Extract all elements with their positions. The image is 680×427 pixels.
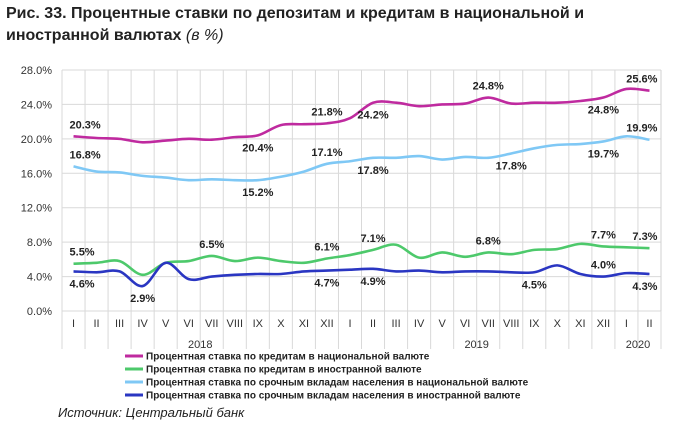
x-tick-label: II bbox=[370, 318, 376, 330]
y-tick-label: 24.0% bbox=[21, 99, 52, 111]
chart-title: Рис. 33. Процентные ставки по депозитам … bbox=[6, 3, 676, 47]
x-tick-label: IV bbox=[414, 318, 425, 330]
data-label: 4.6% bbox=[70, 278, 95, 290]
x-tick-label: X bbox=[277, 318, 285, 330]
x-tick-label: V bbox=[162, 318, 170, 330]
x-tick-label: VII bbox=[481, 318, 494, 330]
data-label: 6.8% bbox=[476, 235, 501, 247]
x-tick-label: XI bbox=[299, 318, 309, 330]
title-suffix: (в %) bbox=[185, 27, 224, 44]
data-label: 4.0% bbox=[591, 260, 616, 272]
x-tick-label: III bbox=[391, 318, 400, 330]
y-tick-label: 12.0% bbox=[21, 203, 52, 215]
x-tick-label: IV bbox=[137, 318, 148, 330]
data-label: 2.9% bbox=[130, 293, 155, 305]
x-tick-label: XI bbox=[575, 318, 585, 330]
year-label: 2019 bbox=[464, 339, 488, 351]
data-label: 24.8% bbox=[473, 81, 504, 93]
data-label: 17.1% bbox=[311, 147, 342, 159]
data-label: 19.9% bbox=[626, 123, 657, 135]
data-label: 25.6% bbox=[626, 74, 657, 86]
data-label: 4.3% bbox=[632, 281, 657, 293]
y-tick-label: 16.0% bbox=[21, 168, 52, 180]
x-tick-label: VIII bbox=[227, 318, 244, 330]
legend-label: Процентная ставка по срочным вкладам нас… bbox=[146, 378, 529, 389]
y-tick-label: 0.0% bbox=[27, 306, 52, 318]
data-label: 16.8% bbox=[70, 149, 101, 161]
data-label: 17.8% bbox=[357, 165, 388, 177]
data-label: 24.8% bbox=[588, 105, 619, 117]
data-label: 4.5% bbox=[522, 279, 547, 291]
legend-label: Процентная ставка по кредитам в национал… bbox=[146, 352, 430, 363]
data-label: 6.1% bbox=[314, 241, 339, 253]
x-tick-label: III bbox=[115, 318, 124, 330]
data-label: 6.5% bbox=[199, 239, 224, 251]
x-tick-label: VIII bbox=[503, 318, 520, 330]
legend-label: Процентная ставка по срочным вкладам нас… bbox=[146, 391, 521, 402]
data-label: 20.3% bbox=[70, 119, 101, 131]
title-text: Рис. 33. Процентные ставки по депозитам … bbox=[6, 5, 585, 44]
data-label: 7.7% bbox=[591, 229, 616, 241]
y-tick-label: 4.0% bbox=[27, 272, 52, 284]
data-label: 4.9% bbox=[360, 276, 385, 288]
data-label: 7.3% bbox=[632, 231, 657, 243]
data-label: 21.8% bbox=[311, 106, 342, 118]
x-tick-label: X bbox=[554, 318, 562, 330]
x-tick-label: VI bbox=[184, 318, 194, 330]
series-line-3 bbox=[73, 261, 650, 288]
year-label: 2018 bbox=[188, 339, 212, 351]
x-tick-label: VI bbox=[460, 318, 470, 330]
series-line-0 bbox=[73, 87, 650, 144]
legend-label: Процентная ставка по кредитам в иностран… bbox=[146, 365, 422, 376]
x-tick-label: VII bbox=[205, 318, 218, 330]
data-label: 19.7% bbox=[588, 148, 619, 160]
data-label: 5.5% bbox=[70, 247, 95, 259]
x-tick-label: I bbox=[348, 318, 351, 330]
data-label: 20.4% bbox=[242, 142, 273, 154]
data-label: 15.2% bbox=[242, 187, 273, 199]
x-tick-label: II bbox=[93, 318, 99, 330]
x-tick-label: V bbox=[438, 318, 446, 330]
data-label: 4.7% bbox=[314, 278, 339, 290]
series-line-2 bbox=[73, 134, 650, 182]
data-label: 17.8% bbox=[496, 160, 527, 172]
x-tick-label: XII bbox=[320, 318, 333, 330]
x-tick-label: IX bbox=[529, 318, 540, 330]
y-tick-label: 8.0% bbox=[27, 237, 52, 249]
data-label: 7.1% bbox=[360, 233, 385, 245]
data-label: 24.2% bbox=[357, 110, 388, 122]
y-tick-label: 28.0% bbox=[21, 65, 52, 77]
y-tick-label: 20.0% bbox=[21, 134, 52, 146]
x-tick-label: XII bbox=[597, 318, 610, 330]
x-tick-label: I bbox=[625, 318, 628, 330]
year-label: 2020 bbox=[626, 339, 650, 351]
x-tick-label: I bbox=[72, 318, 75, 330]
source-note: Источник: Центральный банк bbox=[58, 405, 245, 420]
x-tick-label: IX bbox=[253, 318, 264, 330]
x-tick-label: II bbox=[646, 318, 652, 330]
